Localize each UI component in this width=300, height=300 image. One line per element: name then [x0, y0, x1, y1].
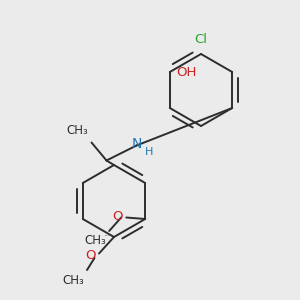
- Text: CH₃: CH₃: [84, 234, 106, 247]
- Text: OH: OH: [176, 65, 197, 79]
- Text: CH₃: CH₃: [66, 124, 88, 137]
- Text: H: H: [145, 147, 153, 157]
- Text: methoxy: methoxy: [105, 234, 111, 236]
- Text: Cl: Cl: [194, 33, 208, 46]
- Text: CH₃: CH₃: [62, 274, 84, 287]
- Text: O: O: [112, 210, 123, 224]
- Text: O: O: [85, 249, 96, 262]
- Text: N: N: [131, 137, 142, 151]
